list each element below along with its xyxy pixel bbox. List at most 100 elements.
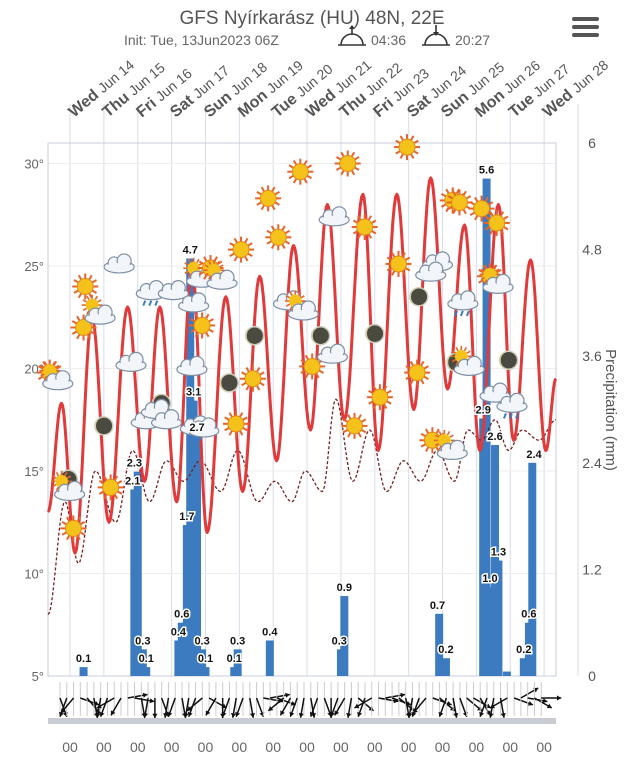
sun-ray bbox=[395, 150, 401, 155]
y-right-axis-label: Precipitation (mm) bbox=[602, 349, 619, 471]
sun-disc bbox=[269, 228, 287, 246]
cloud-fill bbox=[190, 426, 217, 435]
sun-icon bbox=[255, 185, 282, 212]
sun-ray bbox=[55, 486, 60, 491]
sun-icon bbox=[393, 134, 420, 161]
moon-crescent bbox=[94, 417, 101, 434]
sun-ray bbox=[91, 279, 98, 284]
moon-crescent bbox=[245, 327, 252, 344]
sun-ray bbox=[478, 268, 484, 274]
sun-ray bbox=[224, 416, 230, 421]
sun-ray bbox=[435, 428, 440, 434]
sun-ray bbox=[469, 201, 476, 206]
sun-ray bbox=[297, 291, 302, 296]
sun-ray bbox=[386, 267, 393, 272]
sun-ray bbox=[423, 375, 429, 380]
wind-arrowhead bbox=[556, 695, 562, 701]
sunrise-time: 04:36 bbox=[371, 32, 406, 48]
sun-ray bbox=[219, 264, 224, 268]
sun-ray bbox=[480, 268, 485, 272]
precip-label: 2.9 bbox=[476, 404, 491, 416]
precip-label: 0.3 bbox=[230, 635, 245, 647]
precip-label: 1.3 bbox=[491, 547, 506, 559]
precip-label: 2.7 bbox=[189, 422, 204, 434]
precip-label: 4.7 bbox=[183, 244, 198, 256]
partly-cloudy-icon bbox=[284, 290, 319, 321]
sun-ray bbox=[241, 381, 247, 387]
precip-label: 1.0 bbox=[482, 573, 497, 585]
cloud-fill bbox=[485, 283, 512, 292]
sun-icon bbox=[483, 209, 510, 236]
rain-drop bbox=[465, 310, 470, 317]
wind-arrowhead bbox=[110, 710, 116, 716]
partly-cloudy-icon bbox=[479, 263, 514, 294]
sun-disc bbox=[356, 218, 374, 236]
x-tick-label: 00 bbox=[299, 739, 315, 755]
sun-ray bbox=[484, 215, 491, 220]
x-tick-label: 00 bbox=[401, 739, 417, 755]
sun-ray bbox=[484, 196, 489, 203]
cloud-part bbox=[84, 304, 116, 325]
sun-ray bbox=[56, 365, 62, 370]
sun-disc bbox=[291, 163, 309, 181]
sun-ray bbox=[420, 443, 426, 448]
plot-area: 5° 10° 15° 20° 25° 30° 0 1.2 2.4 3.6 4.8 6 Precipita… bbox=[24, 56, 619, 755]
sun-ray bbox=[76, 315, 81, 322]
precip-bar bbox=[482, 178, 491, 677]
cloud-fill bbox=[44, 379, 71, 388]
wind-arrowhead bbox=[400, 692, 406, 698]
sun-ray bbox=[493, 264, 498, 270]
sun-ray bbox=[354, 156, 360, 161]
sun-ray bbox=[438, 430, 442, 436]
wind-arrowhead bbox=[413, 708, 418, 714]
x-tick-label: 00 bbox=[469, 739, 485, 755]
sun-ray bbox=[208, 328, 214, 333]
sun-disc bbox=[488, 214, 506, 232]
sun-ray bbox=[423, 365, 429, 370]
wind-arrowhead bbox=[411, 711, 417, 717]
rain-drop bbox=[509, 412, 513, 419]
rain-drop bbox=[154, 300, 159, 306]
y-right-tick-label: 4.8 bbox=[582, 242, 602, 258]
sun-ray bbox=[306, 174, 313, 180]
wind-arrowhead bbox=[285, 692, 290, 698]
cloud-fill bbox=[180, 301, 207, 310]
sun-ray bbox=[288, 174, 294, 180]
precip-label: 0.3 bbox=[332, 635, 347, 647]
sun-ray bbox=[487, 201, 494, 206]
y-right-tick-label: 6 bbox=[588, 135, 596, 151]
sun-ray bbox=[425, 428, 430, 434]
cloud-icon bbox=[150, 409, 183, 430]
precip-label: 0.1 bbox=[139, 653, 154, 665]
sun-ray bbox=[447, 205, 454, 210]
sunset-icon bbox=[422, 25, 450, 46]
cloud-icon bbox=[318, 206, 350, 227]
y-right-tick-label: 0 bbox=[588, 668, 596, 684]
sun-ray bbox=[228, 430, 233, 436]
sun-ray bbox=[117, 490, 123, 495]
precip-label: 0.9 bbox=[337, 582, 352, 594]
hamburger-menu-icon[interactable] bbox=[570, 16, 600, 42]
sun-ray bbox=[117, 480, 123, 485]
sun-ray bbox=[76, 333, 81, 340]
sun-ray bbox=[452, 208, 457, 215]
sunset-time: 20:27 bbox=[455, 32, 490, 48]
x-tick-label: 00 bbox=[198, 739, 214, 755]
cloud-fill bbox=[106, 262, 133, 271]
sun-disc bbox=[398, 138, 416, 156]
cloud-icon bbox=[178, 292, 210, 313]
sun-ray bbox=[335, 166, 342, 171]
sun-ray bbox=[496, 268, 502, 274]
moon-crescent bbox=[409, 288, 416, 305]
sun-ray bbox=[474, 215, 479, 221]
sun-disc bbox=[75, 319, 93, 336]
sun-ray bbox=[94, 295, 98, 300]
precip-label: 0.1 bbox=[227, 653, 242, 665]
sun-disc bbox=[390, 255, 408, 273]
y-left-tick-label: 30° bbox=[24, 157, 44, 172]
cloud-fill bbox=[117, 361, 144, 370]
sun-ray bbox=[259, 371, 265, 376]
wind-arrowhead bbox=[99, 711, 105, 717]
x-tick-label: 00 bbox=[164, 739, 180, 755]
precip-label: 0.6 bbox=[174, 609, 189, 621]
